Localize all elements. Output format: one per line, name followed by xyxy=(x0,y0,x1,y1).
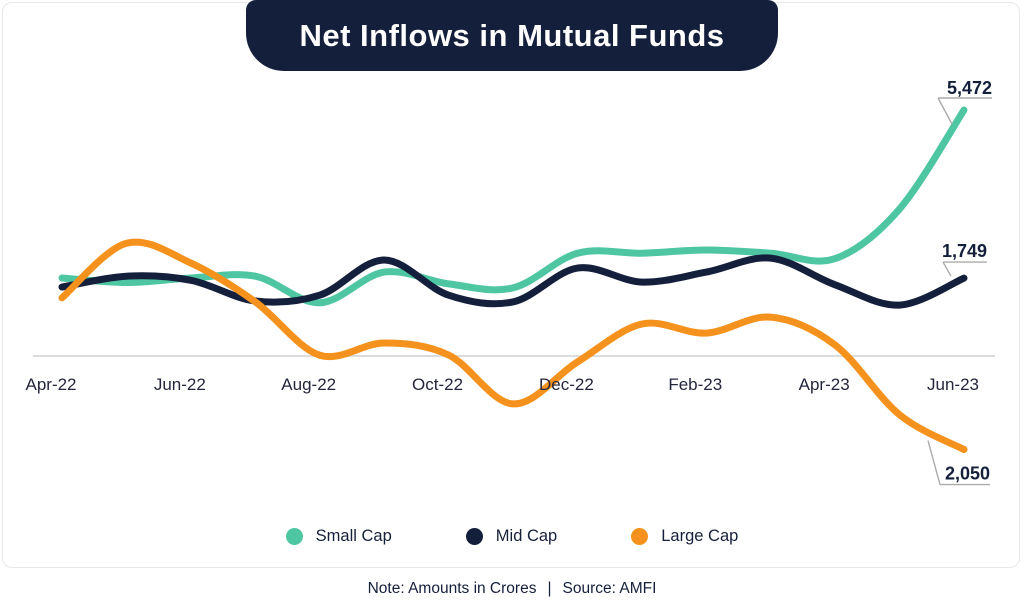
x-tick-jun-22: Jun-22 xyxy=(153,375,206,394)
footer-separator: | xyxy=(547,580,552,597)
note-text: Note: Amounts in Crores xyxy=(367,580,537,597)
x-tick-apr-23: Apr-23 xyxy=(798,375,850,394)
legend-item-large-cap: Large Cap xyxy=(631,527,738,546)
source-text: Source: AMFI xyxy=(562,580,657,597)
callout-pointer xyxy=(927,440,941,485)
series-line-small-cap xyxy=(58,106,968,307)
legend-dot-icon xyxy=(631,528,649,545)
series-end-label: 1,749 xyxy=(942,241,987,261)
series-line-large-cap xyxy=(58,238,968,453)
series-end-label: 5,472 xyxy=(947,78,992,98)
legend-label: Large Cap xyxy=(661,527,739,545)
x-tick-feb-23: Feb-23 xyxy=(668,375,723,394)
x-tick-aug-22: Aug-22 xyxy=(281,375,337,394)
legend-dot-icon xyxy=(465,528,483,545)
x-tick-jun-23: Jun-23 xyxy=(927,375,979,394)
series-line-mid-cap xyxy=(58,254,968,309)
legend-item-small-cap: Small Cap xyxy=(285,527,392,546)
legend-item-mid-cap: Mid Cap xyxy=(465,527,558,546)
legend-dot-icon xyxy=(285,528,303,545)
footer-note: Note: Amounts in Crores | Source: AMFI xyxy=(0,580,1024,598)
x-tick-oct-22: Oct-22 xyxy=(412,375,464,394)
page-title: Net Inflows in Mutual Funds xyxy=(299,17,725,53)
title-banner: Net Inflows in Mutual Funds xyxy=(246,0,778,71)
series-end-label: 2,050 xyxy=(945,464,990,484)
x-tick-dec-22: Dec-22 xyxy=(539,375,594,394)
callout-pointer xyxy=(937,97,953,125)
legend-label: Mid Cap xyxy=(495,527,558,545)
callout-pointer xyxy=(942,261,952,277)
legend-label: Small Cap xyxy=(315,527,392,545)
x-tick-apr-22: Apr-22 xyxy=(25,375,77,394)
legend: Small Cap Mid Cap Large Cap xyxy=(0,527,1024,546)
